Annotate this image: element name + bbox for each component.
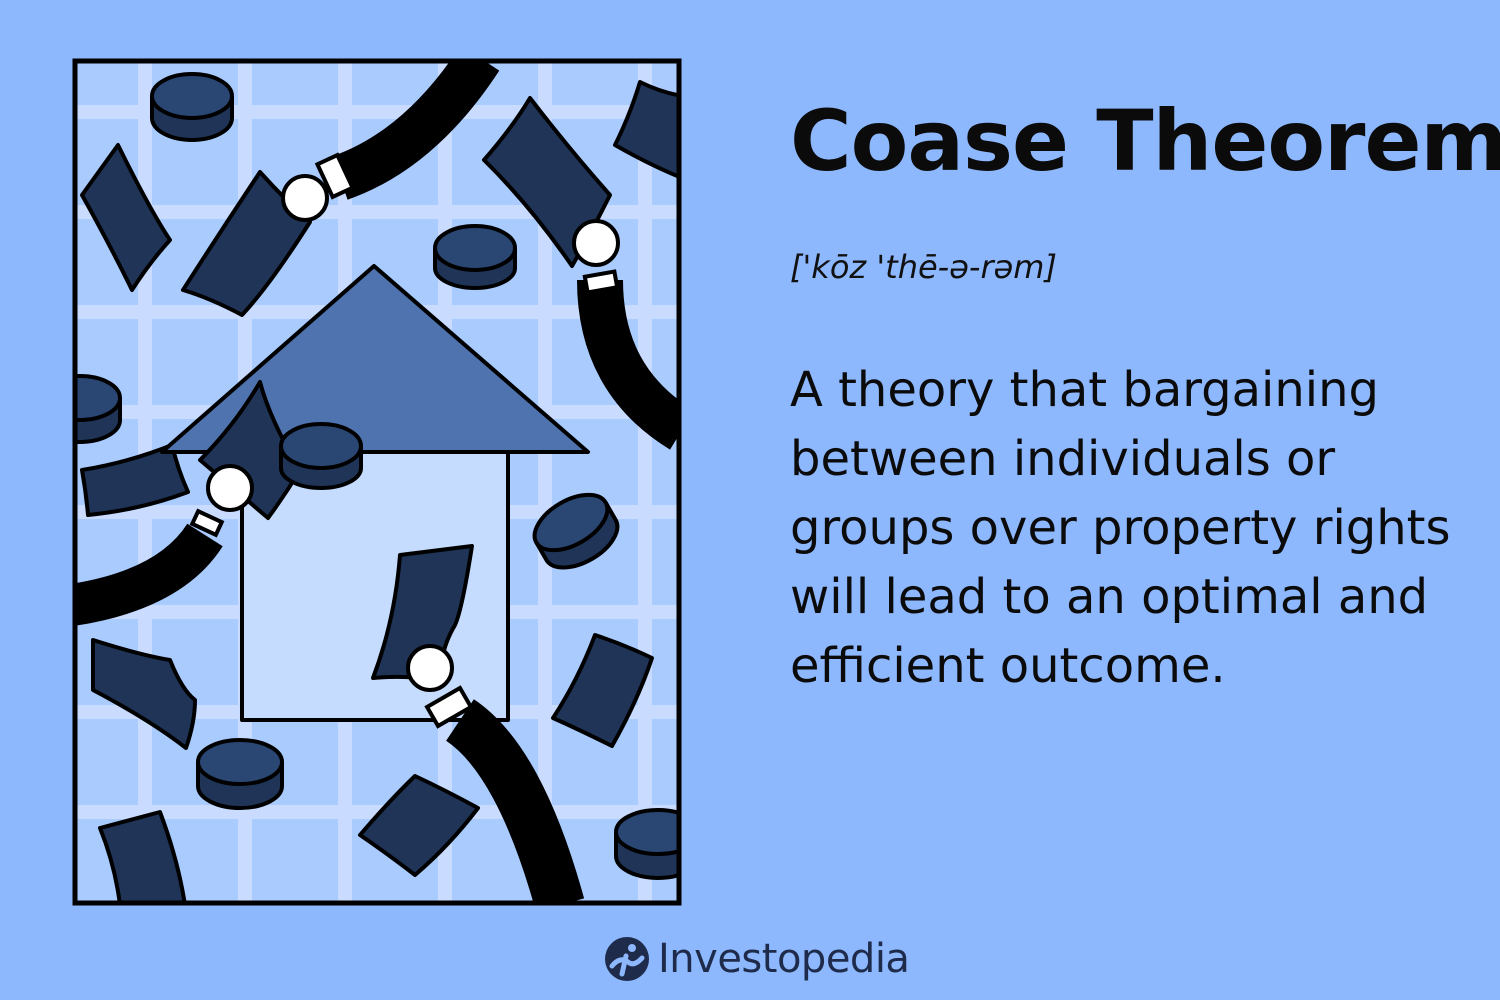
brand-logo[interactable]: Investopedia bbox=[604, 932, 910, 986]
panel-border bbox=[72, 58, 682, 906]
coin-icon bbox=[614, 808, 679, 880]
investopedia-logo-icon bbox=[605, 937, 649, 981]
pronunciation: ['kōz 'thē-ə-rəm] bbox=[790, 248, 1057, 286]
bill-icon bbox=[91, 638, 197, 750]
coin-icon bbox=[532, 492, 620, 570]
bill-icon bbox=[358, 774, 480, 877]
arm-bottom bbox=[406, 644, 585, 903]
coase-illustration bbox=[72, 58, 682, 906]
coin-icon bbox=[279, 422, 363, 490]
hand-icon bbox=[572, 219, 620, 267]
coin-icon bbox=[75, 374, 122, 444]
bill-icon bbox=[181, 170, 312, 317]
brand-name: Investopedia bbox=[658, 936, 910, 982]
hand-icon bbox=[206, 464, 254, 512]
coin-icon bbox=[150, 72, 234, 142]
page-title: Coase Theorem bbox=[790, 92, 1500, 190]
bill-icon bbox=[80, 143, 172, 292]
bill-icon bbox=[613, 80, 679, 179]
bill-icon bbox=[551, 633, 654, 748]
arm-right bbox=[572, 219, 679, 450]
coin-icon bbox=[196, 738, 284, 810]
hand-icon bbox=[406, 644, 454, 692]
bill-icon bbox=[98, 810, 187, 903]
hand-icon bbox=[281, 174, 329, 222]
definition: A theory that bargaining between individ… bbox=[790, 362, 1451, 694]
arm-top bbox=[281, 61, 500, 222]
coin-icon bbox=[433, 224, 517, 290]
arm-left bbox=[75, 464, 254, 626]
bill-icon bbox=[482, 96, 612, 268]
bill-icon bbox=[80, 443, 190, 517]
